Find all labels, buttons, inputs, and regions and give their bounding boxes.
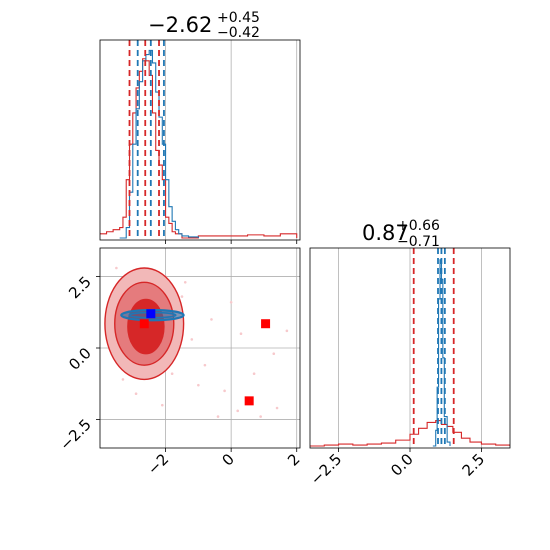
scatter-point — [229, 300, 233, 304]
scatter-point — [180, 295, 184, 298]
joint-panel-contours — [104, 266, 289, 418]
scatter-point — [134, 392, 138, 396]
right-panel-ticks: −2.5 0.0 2.5 — [307, 448, 488, 489]
red-marker — [244, 396, 254, 406]
scatter-point — [170, 372, 174, 376]
top-panel-title-minus: −0.42 — [217, 25, 260, 41]
scatter-point — [121, 378, 125, 381]
top-panel-ticks — [165, 240, 298, 244]
right-panel-title: 0.87 — [362, 221, 409, 245]
y-tick-label: 0.0 — [65, 344, 95, 374]
scatter-point — [210, 318, 213, 321]
scatter-point — [236, 409, 240, 413]
scatter-point — [216, 415, 220, 418]
top-panel-title: −2.62 — [148, 13, 212, 37]
scatter-point — [223, 389, 226, 393]
right-panel-histograms — [310, 248, 510, 448]
scatter-point — [160, 403, 164, 407]
scatter-point — [275, 406, 279, 410]
right-panel-title-plus: +0.66 — [397, 218, 440, 234]
blue-marker — [146, 309, 156, 319]
top-panel-title-plus: +0.45 — [217, 10, 260, 26]
top-panel-histograms — [100, 40, 298, 240]
scatter-point — [190, 338, 194, 341]
scatter-point — [285, 329, 289, 333]
right-panel-grid — [338, 248, 482, 448]
top-panel-frame — [99, 39, 301, 241]
scatter-point — [115, 266, 118, 270]
top-panel-grid — [165, 40, 298, 240]
red-histogram — [100, 58, 298, 239]
scatter-point — [197, 383, 200, 387]
right-panel-title-minus: −0.71 — [397, 234, 440, 250]
x-tick-label: 0 — [218, 450, 237, 469]
x-tick-label: −2.5 — [307, 450, 345, 488]
y-tick-label: −2.5 — [56, 416, 94, 454]
x-tick-label: 2.5 — [459, 450, 489, 480]
blue-histogram — [119, 49, 199, 239]
x-tick-label: 2 — [284, 450, 303, 469]
scatter-point — [259, 415, 262, 418]
y-tick-label: 2.5 — [65, 273, 95, 303]
x-tick-label: −2 — [144, 450, 172, 478]
scatter-point — [239, 332, 243, 336]
red-marker — [261, 319, 271, 329]
scatter-point — [272, 352, 276, 356]
red-histogram — [310, 419, 510, 447]
scatter-point — [183, 280, 187, 284]
red-marker — [139, 319, 149, 329]
scatter-point — [203, 363, 207, 367]
scatter-point — [252, 372, 256, 376]
x-tick-label: 0.0 — [387, 450, 417, 480]
